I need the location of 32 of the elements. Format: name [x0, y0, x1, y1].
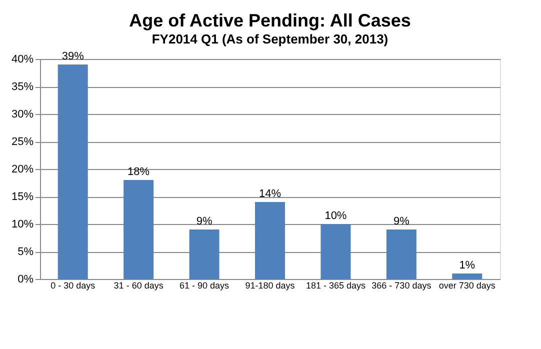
- chart-subtitle: FY2014 Q1 (As of September 30, 2013): [152, 32, 388, 46]
- y-tick-label: 35%: [11, 81, 34, 93]
- y-tick-label: 40%: [11, 54, 34, 66]
- y-tick-label: 5%: [18, 246, 34, 258]
- x-tick-label: 61 - 90 days: [180, 280, 230, 290]
- x-tick-label: 0 - 30 days: [50, 280, 96, 290]
- x-tick-label: 366 - 730 days: [372, 280, 432, 290]
- bar: [386, 230, 416, 279]
- x-tick-label: 181 - 365 days: [306, 280, 366, 290]
- data-label: 14%: [258, 188, 282, 200]
- bar: [452, 274, 482, 279]
- data-label: 9%: [393, 216, 410, 228]
- x-tick-label: 91-180 days: [245, 280, 296, 290]
- data-label: 9%: [196, 216, 212, 228]
- bar: [124, 180, 154, 279]
- data-label: 39%: [62, 50, 84, 62]
- data-label: 10%: [324, 210, 347, 222]
- data-label: 1%: [459, 260, 476, 272]
- y-tick-label: 15%: [11, 191, 34, 203]
- x-tick-label: 31 - 60 days: [114, 280, 164, 290]
- y-tick-label: 30%: [11, 108, 34, 120]
- x-tick-label: over 730 days: [438, 280, 496, 290]
- chart-title: Age of Active Pending: All Cases: [129, 10, 411, 30]
- y-tick-label: 20%: [11, 164, 34, 176]
- bar: [255, 202, 285, 279]
- y-tick-label: 0%: [18, 274, 34, 286]
- bar: [189, 230, 220, 279]
- y-tick-label: 10%: [11, 218, 34, 230]
- bar: [58, 64, 88, 279]
- bar: [320, 224, 351, 279]
- data-label: 18%: [128, 166, 150, 178]
- y-tick-label: 25%: [11, 136, 34, 148]
